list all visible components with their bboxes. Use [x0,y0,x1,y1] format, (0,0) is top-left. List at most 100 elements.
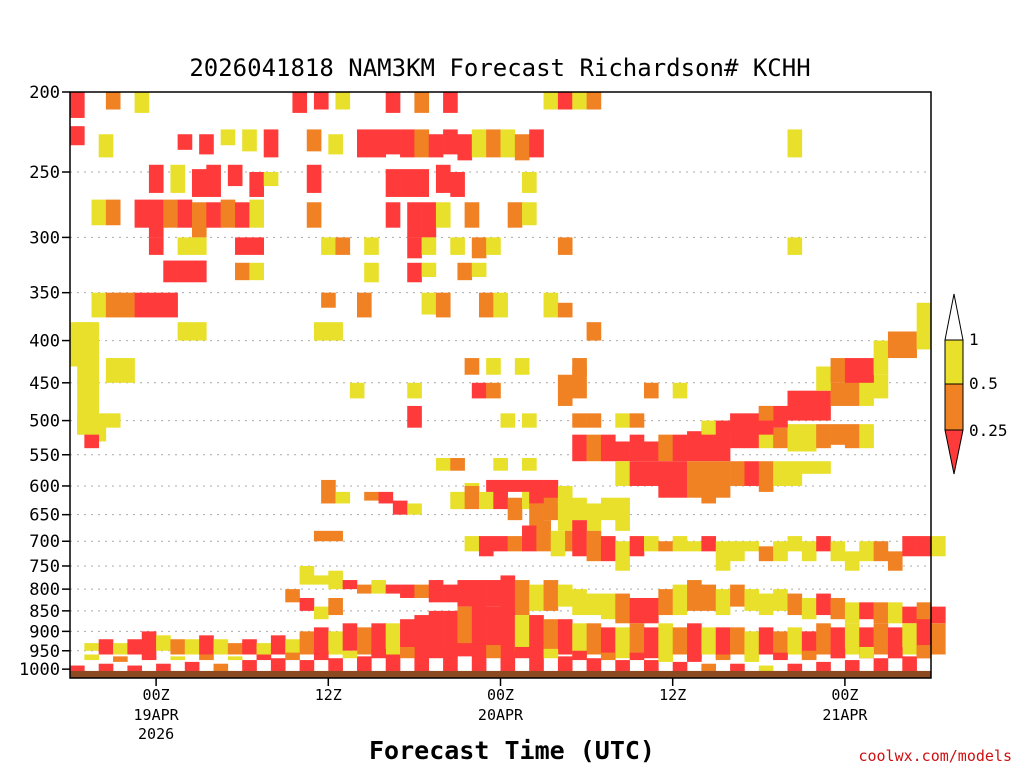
heatmap-cell [644,382,659,399]
heatmap-cell [902,536,917,557]
heatmap-cell [328,597,343,616]
heatmap-cell [873,602,889,624]
heatmap-cell [191,260,207,283]
x-tick-label: 00Z [143,686,170,704]
heatmap-cell [213,663,229,673]
heatmap-cell [443,584,458,603]
heatmap-cell [758,593,774,616]
heatmap-cell [285,589,300,603]
heatmap-cell [615,660,630,675]
y-tick-label: 550 [29,446,60,466]
heatmap-cell [543,92,559,110]
heatmap-cell [421,292,437,315]
heatmap-cell [170,639,186,655]
heatmap-cell [744,413,760,435]
colorbar-bin-orange [944,383,964,431]
y-tick-label: 850 [29,602,60,622]
heatmap-cell [687,431,702,462]
heatmap-cell [478,292,494,318]
heatmap-cell [220,199,236,228]
heatmap-cell [629,652,645,661]
heatmap-cell [371,129,386,158]
heatmap-cell [529,584,544,611]
heatmap-cell [572,497,587,521]
heatmap-cell [687,623,702,659]
heatmap-cell [615,541,630,571]
heatmap-cell [213,639,229,655]
heatmap-cell [385,92,401,113]
heatmap-cell [572,434,587,462]
heatmap-cell [500,413,516,428]
heatmap-cell [242,129,257,152]
heatmap-cell [285,639,300,655]
heatmap-cell [600,652,616,661]
heatmap-cell [600,593,616,620]
heatmap-cell [407,503,422,515]
heatmap-cell [407,202,422,238]
heatmap-cell [500,129,516,158]
heatmap-cell [156,663,171,673]
colorbar-label: 0.25 [969,421,1008,440]
heatmap-cell [285,652,300,661]
x-tick-date: 20APR [478,706,524,724]
heatmap-cell [428,645,444,659]
heatmap-cell [70,126,85,146]
heatmap-cell [873,623,889,655]
heatmap-cell [844,623,860,655]
heatmap-cell [586,322,602,341]
heatmap-cell [715,541,731,571]
y-tick-label: 750 [29,557,60,577]
heatmap-cell [931,606,946,624]
heatmap-cell [84,434,99,449]
heatmap-cell [328,322,343,341]
heatmap-cell [335,92,351,110]
heatmap-cell [507,536,523,552]
heatmap-cell [557,497,573,531]
heatmap-cell [249,172,265,197]
y-tick-label: 700 [29,532,60,552]
heatmap-cell [507,497,523,521]
heatmap-cell [313,650,329,661]
heatmap-cell [787,627,803,655]
heatmap-cell [644,597,659,624]
heatmap-cell [364,262,379,283]
heatmap-cell [916,302,932,350]
heatmap-cell [299,565,315,585]
chart-title: 2026041818 NAM3KM Forecast Richardson# K… [189,54,810,82]
heatmap-cell [105,92,121,110]
heatmap-cell [84,643,99,651]
heatmap-cell [77,413,92,435]
heatmap-cell [407,382,422,399]
heatmap-cell [629,536,645,557]
heatmap-cell [715,654,731,661]
heatmap-cell [758,405,774,421]
credit-link[interactable]: coolwx.com/models [858,747,1012,765]
heatmap-cell [471,129,487,158]
heatmap-cell [658,623,673,655]
x-tick-label: 12Z [659,686,686,704]
heatmap-cell [816,390,831,421]
heatmap-cell [105,199,121,226]
heatmap-cell [514,646,530,659]
heatmap-cell [529,129,544,158]
heatmap-cell [658,461,673,498]
heatmap-cell [177,237,193,255]
heatmap-cell [249,237,265,255]
heatmap-cell [557,656,573,675]
heatmap-cell [543,648,559,659]
heatmap-cell [787,129,803,158]
heatmap-cell [522,458,537,471]
heatmap-cell [421,237,437,255]
heatmap-cell [443,92,458,113]
heatmap-cell [859,424,874,449]
heatmap-cell [141,654,157,661]
heatmap-cell [701,536,717,552]
heatmap-cell [91,292,107,318]
heatmap-cell [644,461,659,486]
heatmap-cells [70,92,946,675]
heatmap-cell [428,580,444,603]
heatmap-cell [859,602,874,620]
heatmap-cell [493,458,508,471]
heatmap-cell [816,593,831,616]
heatmap-cell [557,619,573,655]
